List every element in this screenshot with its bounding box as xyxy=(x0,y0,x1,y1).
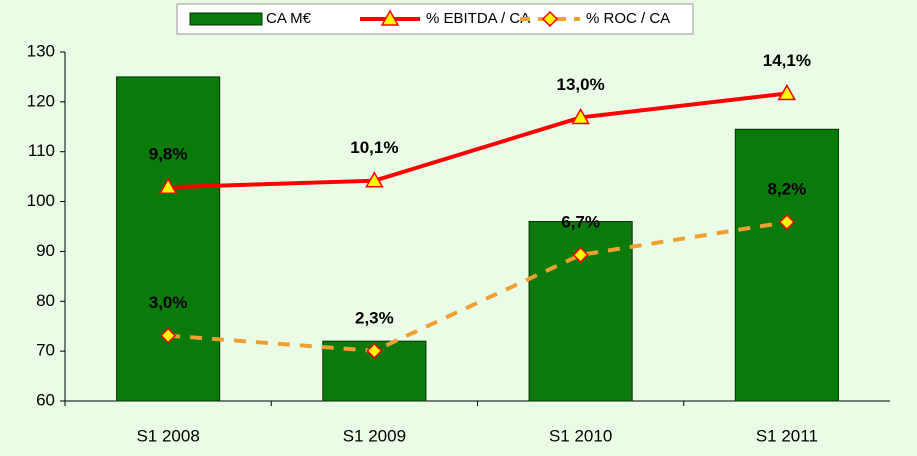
x-tick-label: S1 2010 xyxy=(549,426,612,445)
y-tick-label: 120 xyxy=(27,91,55,110)
line xyxy=(168,91,788,190)
legend-label: % ROC / CA xyxy=(586,10,670,27)
y-tick-label: 90 xyxy=(36,241,55,260)
y-tick-label: 130 xyxy=(27,41,55,60)
data-label: 2,3% xyxy=(355,308,394,327)
y-tick-label: 70 xyxy=(36,341,55,360)
legend-swatch xyxy=(189,12,263,26)
legend-box xyxy=(176,3,694,35)
data-label: 13,0% xyxy=(557,75,605,94)
data-label: 8,2% xyxy=(768,180,807,199)
marker xyxy=(572,246,589,263)
line xyxy=(167,220,788,353)
data-label: 9,8% xyxy=(149,145,188,164)
marker xyxy=(778,214,795,231)
marker xyxy=(158,177,178,194)
data-label: 6,7% xyxy=(561,212,600,231)
bar xyxy=(116,76,221,402)
marker xyxy=(160,327,177,344)
x-tick-label: S1 2009 xyxy=(343,426,406,445)
y-tick-label: 100 xyxy=(27,191,55,210)
legend-label: CA M€ xyxy=(266,10,312,27)
marker xyxy=(541,10,559,28)
y-tick-label: 60 xyxy=(36,390,55,409)
data-label: 3,0% xyxy=(149,293,188,312)
data-label: 14,1% xyxy=(763,51,811,70)
y-tick-label: 80 xyxy=(36,291,55,310)
marker xyxy=(365,171,384,188)
bar xyxy=(734,128,839,402)
x-tick-label: S1 2011 xyxy=(756,426,818,445)
marker xyxy=(571,107,590,125)
legend-label: % EBITDA / CA xyxy=(426,10,530,27)
marker xyxy=(777,83,797,101)
marker xyxy=(366,342,383,359)
x-tick-label: S1 2008 xyxy=(136,426,199,445)
data-label: 10,1% xyxy=(350,138,398,157)
y-tick-label: 110 xyxy=(28,141,55,160)
marker xyxy=(380,9,400,26)
